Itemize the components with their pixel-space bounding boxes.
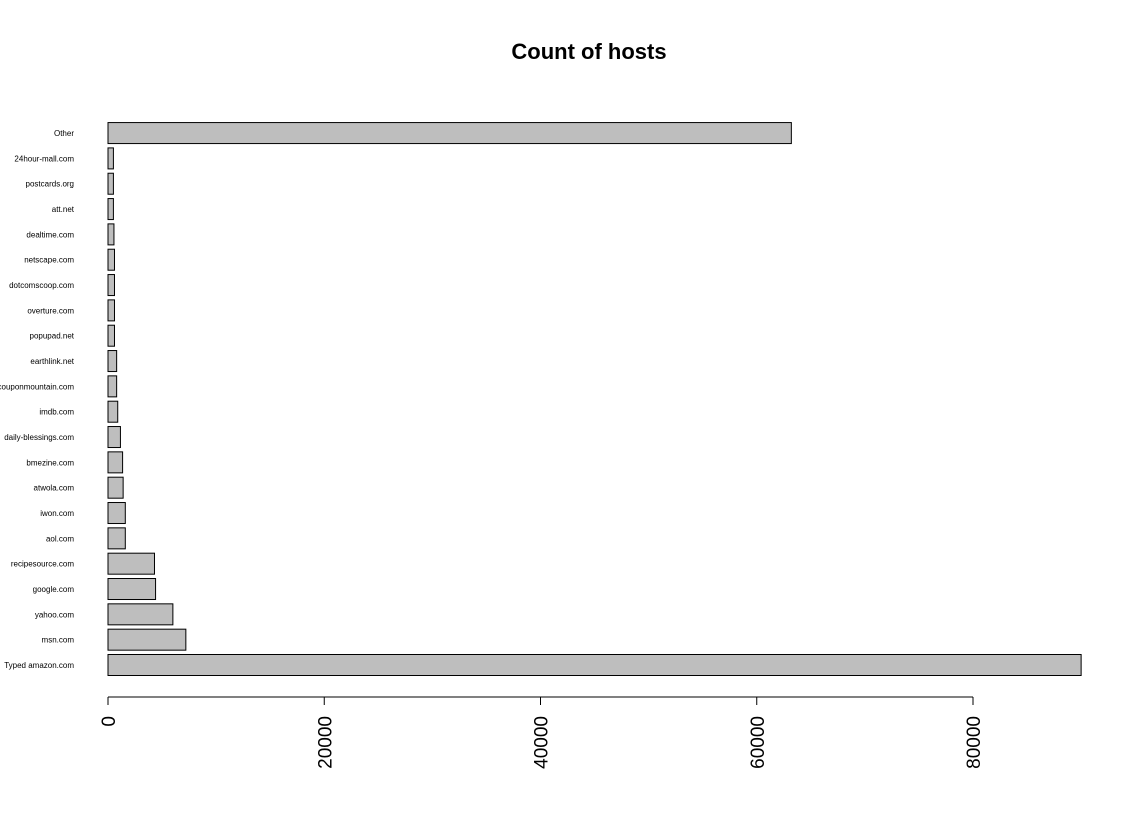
bars-group — [107, 122, 1082, 676]
bar-18 — [107, 198, 114, 221]
category-label: 24hour-mall.com — [14, 154, 74, 163]
bar-6 — [107, 502, 126, 525]
category-label: postcards.org — [26, 180, 74, 189]
category-label: daily-blessings.com — [4, 433, 74, 442]
bar-5 — [107, 527, 126, 550]
category-label: dotcomscoop.com — [9, 281, 74, 290]
bar-10 — [107, 400, 119, 423]
bar-12 — [107, 350, 118, 373]
bar-11 — [107, 375, 118, 398]
category-label: imdb.com — [39, 408, 74, 417]
bar-15 — [107, 274, 115, 297]
bar-7 — [107, 476, 124, 499]
bar-16 — [107, 248, 115, 271]
x-tick-label: 80000 — [964, 716, 985, 769]
category-label: att.net — [52, 205, 75, 214]
bar-20 — [107, 147, 114, 170]
bar-8 — [107, 451, 124, 474]
category-label: iwon.com — [40, 509, 74, 518]
category-label: dealtime.com — [26, 230, 74, 239]
category-label: overture.com — [27, 306, 74, 315]
category-label: bmezine.com — [26, 458, 74, 467]
category-label: google.com — [33, 585, 75, 594]
category-label: Typed amazon.com — [4, 661, 74, 670]
bar-19 — [107, 172, 114, 195]
category-label: atwola.com — [34, 484, 75, 493]
category-label: couponmountain.com — [0, 382, 74, 391]
category-label: Other — [54, 129, 74, 138]
x-tick-label: 60000 — [748, 716, 769, 769]
category-label: earthlink.net — [30, 357, 74, 366]
x-axis: 0 20000 40000 60000 80000 — [99, 696, 985, 769]
category-labels: Typed amazon.com msn.com yahoo.com google.c… — [0, 129, 75, 670]
bar-9 — [107, 426, 121, 449]
category-label: aol.com — [46, 534, 74, 543]
bar-14 — [107, 299, 115, 322]
bar-17 — [107, 223, 115, 246]
bar-1 — [107, 628, 187, 651]
bar-4 — [107, 552, 155, 575]
bar-2 — [107, 603, 174, 626]
category-label: popupad.net — [30, 332, 75, 341]
x-tick-label: 0 — [99, 716, 120, 727]
bar-0 — [107, 654, 1082, 676]
category-label: netscape.com — [24, 256, 74, 265]
chart-title: Count of hosts — [511, 39, 666, 64]
category-label: msn.com — [42, 636, 75, 645]
bar-21 — [107, 122, 792, 145]
bar-13 — [107, 324, 115, 347]
category-label: yahoo.com — [35, 610, 74, 619]
bar-3 — [107, 578, 157, 601]
category-label: recipesource.com — [11, 560, 74, 569]
x-tick-label: 20000 — [315, 716, 336, 769]
x-tick-label: 40000 — [532, 716, 553, 769]
